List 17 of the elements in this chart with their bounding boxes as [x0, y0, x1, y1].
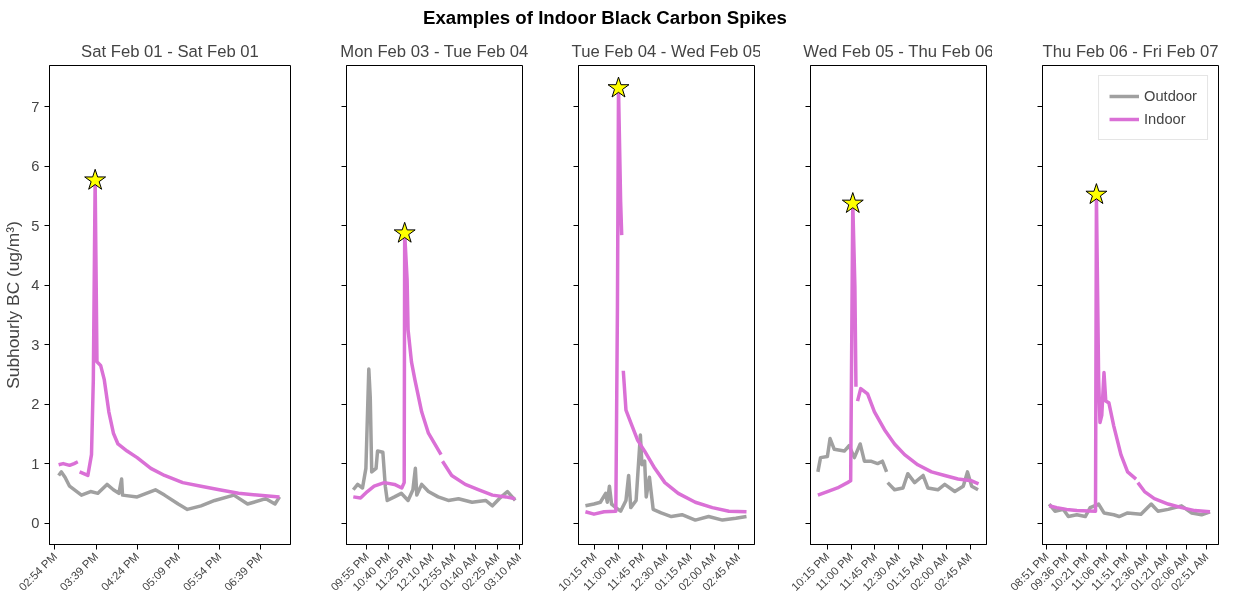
y-tick-label: 2 — [31, 396, 40, 413]
chart-title: Wed Feb 05 - Thu Feb 06 — [803, 41, 994, 61]
text: Examples of Indoor Black Carbon Spikes — [422, 6, 788, 30]
chart-title: Thu Feb 06 - Fri Feb 07 — [1042, 41, 1219, 61]
y-tick-label: 4 — [31, 277, 40, 294]
y-tick-label: 3 — [31, 336, 40, 353]
chart-title: Mon Feb 03 - Tue Feb 04 — [340, 41, 529, 61]
chart-title: Sat Feb 01 - Sat Feb 01 — [81, 41, 259, 61]
legend-label: Outdoor — [1144, 88, 1197, 104]
y-tick-label: 1 — [31, 455, 40, 472]
y-axis-title: Subhourly BC (ug/m³) — [3, 221, 24, 389]
y-tick-label: 5 — [31, 217, 40, 234]
chart-title: Tue Feb 04 - Wed Feb 05 — [571, 41, 762, 61]
y-tick-label: 0 — [31, 515, 40, 532]
y-tick-label: 7 — [31, 98, 40, 115]
y-tick-label: 6 — [31, 158, 40, 175]
legend-label: Indoor — [1144, 111, 1186, 127]
